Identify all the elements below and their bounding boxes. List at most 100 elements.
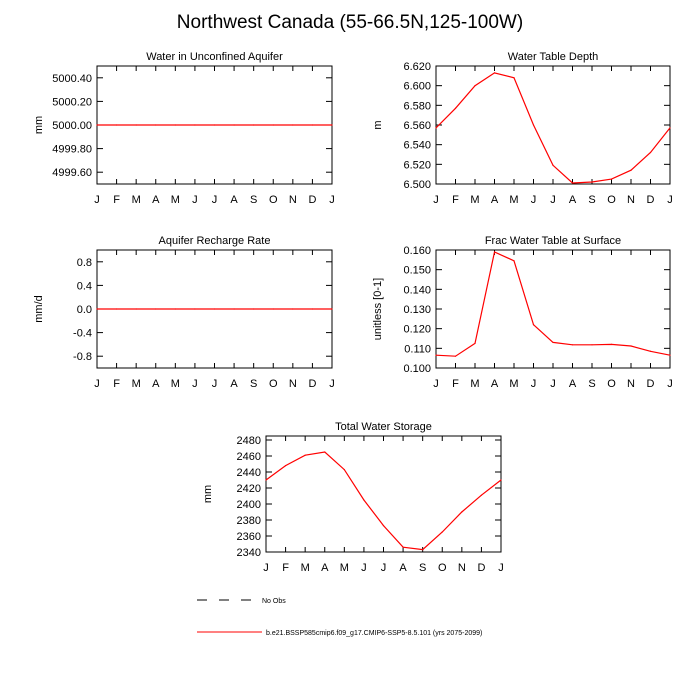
x-tick-label: S (419, 562, 426, 574)
x-tick-label: S (250, 378, 257, 390)
data-point (194, 124, 196, 126)
data-point (213, 124, 216, 126)
chart-title: Frac Water Table at Surface (485, 235, 621, 247)
data-point (135, 124, 137, 126)
y-tick-label: 0.100 (403, 363, 431, 375)
x-tick-label: S (588, 194, 595, 206)
data-point (253, 124, 255, 126)
y-tick-label: 6.580 (403, 100, 431, 112)
data-point (324, 451, 326, 453)
data-point (591, 344, 593, 346)
data-point (552, 164, 554, 166)
data-point (233, 124, 235, 126)
x-tick-label: F (113, 194, 120, 206)
data-point (630, 345, 632, 347)
data-point (272, 124, 274, 126)
y-tick-label: 2400 (237, 499, 261, 511)
data-point (311, 124, 314, 126)
data-point (292, 124, 294, 126)
data-point (363, 499, 365, 501)
y-tick-label: -0.4 (73, 328, 92, 340)
data-point (155, 124, 157, 126)
data-point (480, 494, 483, 496)
data-point (532, 324, 535, 326)
x-tick-label: J (192, 194, 198, 206)
y-axis-label: m (372, 120, 384, 129)
data-point (174, 124, 176, 126)
data-point (435, 127, 437, 129)
data-point (552, 341, 554, 344)
x-tick-label: A (152, 378, 160, 390)
x-tick-label: D (308, 378, 316, 390)
y-tick-label: 4999.60 (52, 167, 92, 179)
x-tick-label: A (321, 562, 329, 574)
x-tick-label: J (498, 562, 504, 574)
chart-title: Aquifer Recharge Rate (159, 235, 271, 247)
x-tick-label: O (269, 194, 278, 206)
data-point (331, 308, 333, 310)
y-tick-label: 0.130 (403, 304, 431, 316)
data-point (571, 182, 574, 184)
y-tick-label: 2480 (237, 435, 261, 447)
x-tick-label: A (569, 194, 577, 206)
series-line (265, 451, 502, 551)
data-point (311, 308, 314, 310)
y-tick-label: 0.120 (403, 324, 431, 336)
y-tick-label: 2340 (237, 547, 261, 559)
y-tick-label: 0.150 (403, 265, 431, 277)
x-tick-label: J (329, 194, 335, 206)
data-point (461, 511, 463, 513)
x-tick-label: J (531, 194, 537, 206)
series-line (435, 72, 671, 184)
chart-title: Water in Unconfined Aquifer (146, 51, 283, 63)
x-tick-label: A (491, 194, 499, 206)
x-tick-label: F (452, 378, 459, 390)
data-point (422, 549, 424, 551)
x-tick-label: N (458, 562, 466, 574)
x-tick-label: M (132, 194, 141, 206)
x-tick-label: D (477, 562, 485, 574)
x-tick-label: J (667, 378, 673, 390)
data-point (174, 308, 176, 310)
data-point (343, 469, 345, 471)
x-tick-label: M (132, 378, 141, 390)
x-tick-label: M (340, 562, 349, 574)
data-point (630, 169, 632, 171)
y-tick-label: 0.110 (404, 343, 431, 355)
data-point (591, 181, 593, 183)
y-tick-label: 4999.80 (52, 144, 92, 156)
figure-title: Northwest Canada (55-66.5N,125-100W) (176, 12, 524, 33)
data-point (96, 308, 98, 310)
data-point (532, 124, 535, 126)
y-tick-label: 6.620 (403, 61, 431, 73)
y-tick-label: 0.160 (403, 245, 431, 257)
y-tick-label: 2420 (237, 483, 261, 495)
y-tick-label: 6.520 (403, 159, 431, 171)
data-point (669, 127, 671, 129)
data-point (474, 85, 476, 87)
data-point (265, 479, 267, 481)
data-point (284, 465, 287, 467)
x-tick-label: O (607, 378, 616, 390)
x-tick-label: A (491, 378, 499, 390)
y-tick-label: 2360 (237, 531, 261, 543)
data-point (233, 308, 235, 310)
x-tick-label: M (470, 194, 479, 206)
x-tick-label: J (94, 194, 100, 206)
x-tick-label: A (152, 194, 160, 206)
y-tick-label: 6.600 (403, 81, 431, 93)
data-point (649, 350, 652, 352)
y-tick-label: 6.560 (403, 120, 431, 132)
data-point (155, 308, 157, 310)
data-point (610, 178, 613, 180)
chart-fwts: Frac Water Table at Surface unitless [0-1… (372, 235, 673, 390)
data-point (253, 308, 255, 310)
y-tick-label: 2380 (237, 515, 261, 527)
plot-frame (435, 249, 671, 369)
x-tick-label: D (308, 194, 316, 206)
x-tick-label: M (171, 194, 180, 206)
x-tick-label: J (433, 194, 439, 206)
